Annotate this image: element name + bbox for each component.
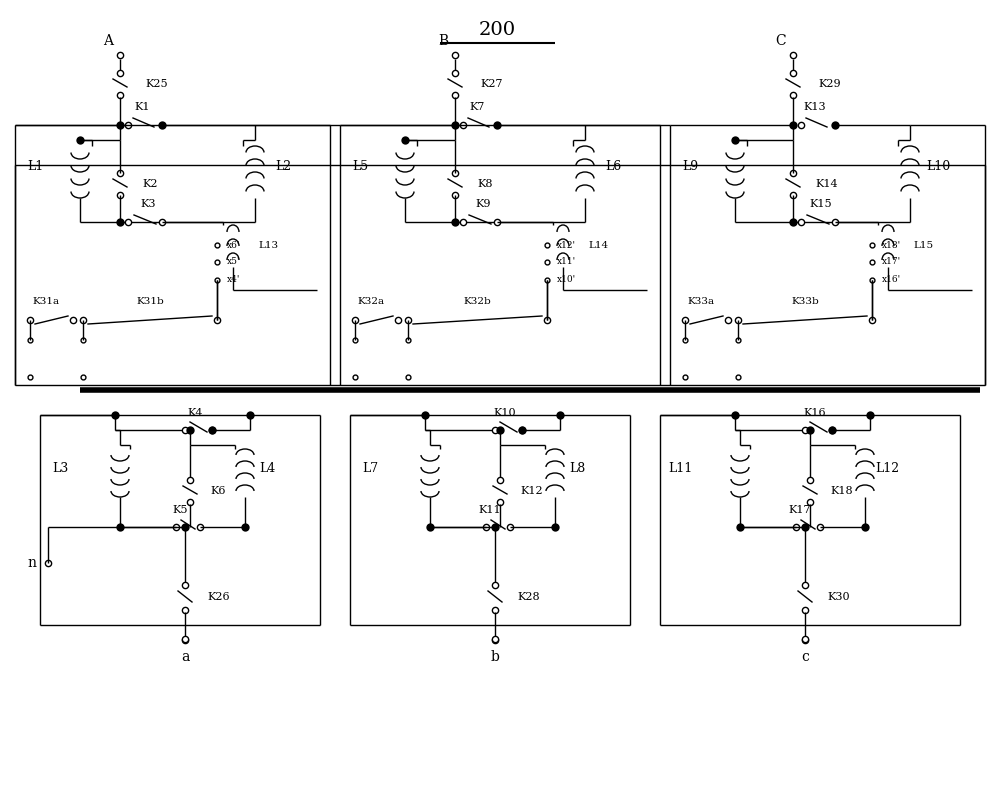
Text: K30: K30 xyxy=(827,593,850,603)
Text: L8: L8 xyxy=(569,462,585,476)
Text: K16: K16 xyxy=(804,408,826,418)
Text: K17: K17 xyxy=(789,505,811,515)
Text: K3: K3 xyxy=(140,199,156,209)
Text: K2: K2 xyxy=(142,179,158,189)
Text: L6: L6 xyxy=(605,159,621,173)
Text: x11': x11' xyxy=(557,257,576,266)
Text: x16': x16' xyxy=(882,276,901,284)
Text: K6: K6 xyxy=(210,486,226,496)
Text: L11: L11 xyxy=(668,462,692,476)
Text: L3: L3 xyxy=(52,462,68,476)
Text: K1: K1 xyxy=(134,102,150,112)
Text: L5: L5 xyxy=(352,159,368,173)
Text: L7: L7 xyxy=(362,462,378,476)
Text: L14: L14 xyxy=(588,242,608,250)
Text: a: a xyxy=(181,650,189,664)
Text: K5: K5 xyxy=(172,505,188,515)
Text: K10: K10 xyxy=(494,408,516,418)
Text: K33b: K33b xyxy=(791,298,819,306)
Text: B: B xyxy=(438,34,448,48)
Text: x12': x12' xyxy=(557,240,576,250)
Text: K31b: K31b xyxy=(136,298,164,306)
Text: K26: K26 xyxy=(207,593,230,603)
Text: K31a: K31a xyxy=(33,298,60,306)
Text: n: n xyxy=(28,556,36,570)
Text: K14: K14 xyxy=(815,179,838,189)
Text: x10': x10' xyxy=(557,276,576,284)
Text: L2: L2 xyxy=(275,159,291,173)
Text: K29: K29 xyxy=(818,79,841,89)
Text: x6': x6' xyxy=(227,240,240,250)
Text: K15: K15 xyxy=(810,199,832,209)
Text: L1: L1 xyxy=(27,159,43,173)
Text: x18': x18' xyxy=(882,240,901,250)
Text: K9: K9 xyxy=(475,199,491,209)
Text: L13: L13 xyxy=(258,242,278,250)
Text: L10: L10 xyxy=(926,159,950,173)
Text: K7: K7 xyxy=(469,102,485,112)
Text: K32a: K32a xyxy=(358,298,385,306)
Text: K12: K12 xyxy=(520,486,543,496)
Text: A: A xyxy=(103,34,113,48)
Text: K8: K8 xyxy=(477,179,492,189)
Text: K11: K11 xyxy=(479,505,501,515)
Text: x4': x4' xyxy=(227,276,240,284)
Text: K25: K25 xyxy=(145,79,168,89)
Text: K27: K27 xyxy=(480,79,503,89)
Text: b: b xyxy=(491,650,499,664)
Text: K18: K18 xyxy=(830,486,853,496)
Text: K28: K28 xyxy=(517,593,540,603)
Text: c: c xyxy=(801,650,809,664)
Text: L15: L15 xyxy=(913,242,933,250)
Text: K33a: K33a xyxy=(688,298,715,306)
Text: K4: K4 xyxy=(187,408,203,418)
Text: x5': x5' xyxy=(227,257,240,266)
Text: 200: 200 xyxy=(478,21,516,39)
Text: K32b: K32b xyxy=(464,298,491,306)
Text: K13: K13 xyxy=(804,102,826,112)
Text: C: C xyxy=(776,34,786,48)
Text: L9: L9 xyxy=(682,159,698,173)
Text: x17': x17' xyxy=(882,257,901,266)
Text: L12: L12 xyxy=(875,462,899,476)
Text: L4: L4 xyxy=(259,462,275,476)
